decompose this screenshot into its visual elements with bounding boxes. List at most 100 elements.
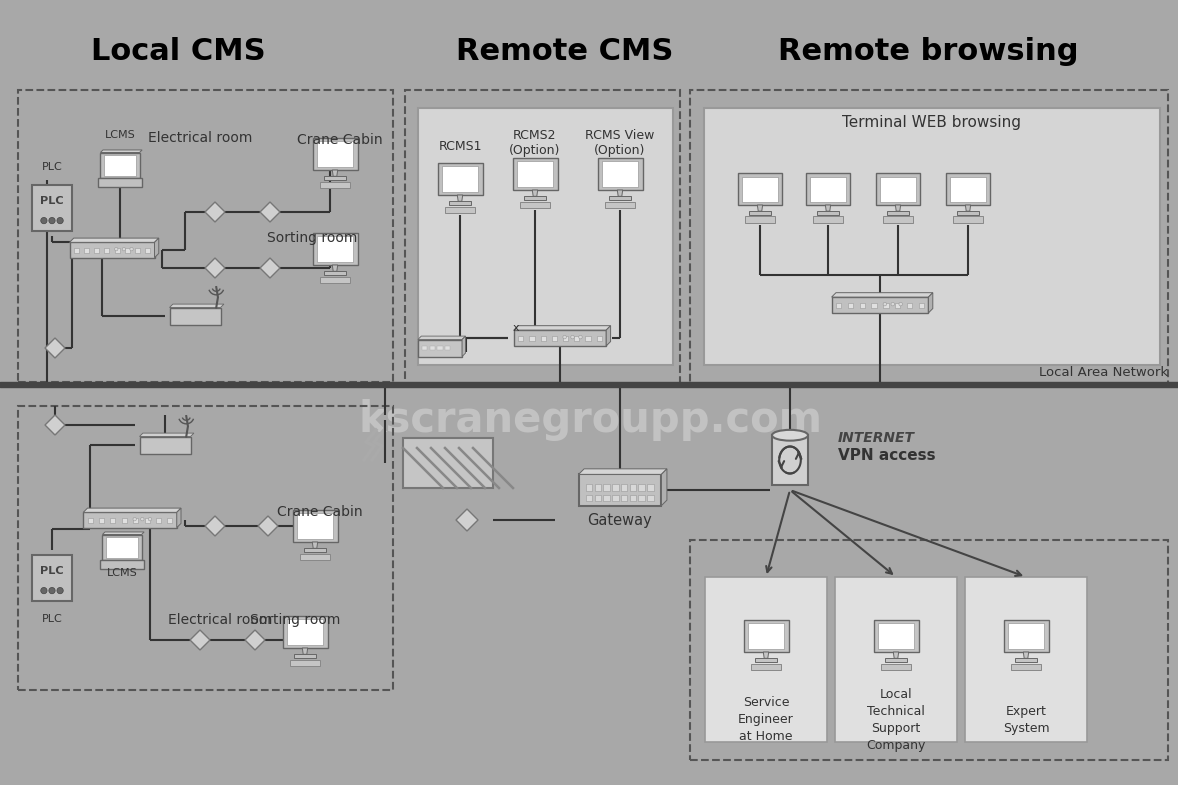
- Bar: [881, 663, 912, 670]
- Bar: [449, 201, 471, 205]
- Circle shape: [140, 517, 144, 521]
- Bar: [317, 236, 353, 262]
- Circle shape: [571, 335, 575, 339]
- Bar: [613, 495, 618, 501]
- Bar: [106, 537, 138, 557]
- Bar: [297, 513, 333, 539]
- Text: Electrical room: Electrical room: [167, 613, 272, 627]
- Text: Crane Cabin: Crane Cabin: [297, 133, 383, 147]
- Bar: [743, 619, 788, 652]
- Bar: [283, 615, 327, 648]
- Bar: [111, 518, 115, 523]
- Polygon shape: [456, 509, 478, 531]
- Bar: [418, 108, 673, 365]
- Bar: [597, 158, 642, 190]
- Bar: [145, 518, 150, 523]
- Bar: [74, 248, 79, 253]
- Bar: [418, 339, 462, 356]
- Polygon shape: [965, 205, 971, 211]
- Bar: [602, 161, 638, 187]
- Polygon shape: [170, 304, 224, 308]
- Polygon shape: [757, 205, 762, 211]
- Bar: [87, 518, 93, 523]
- Polygon shape: [578, 469, 667, 474]
- Text: RCMS2
(Option): RCMS2 (Option): [509, 129, 561, 157]
- Bar: [114, 248, 120, 253]
- Bar: [1008, 623, 1044, 649]
- Polygon shape: [312, 542, 318, 548]
- Bar: [621, 484, 628, 491]
- Polygon shape: [514, 326, 610, 330]
- Text: Remote CMS: Remote CMS: [456, 38, 674, 67]
- Circle shape: [48, 217, 55, 224]
- Bar: [609, 196, 630, 200]
- Bar: [405, 90, 680, 385]
- Polygon shape: [462, 336, 465, 356]
- Bar: [512, 158, 557, 190]
- Bar: [304, 548, 326, 552]
- Bar: [585, 484, 593, 491]
- Polygon shape: [258, 516, 278, 536]
- Bar: [317, 141, 353, 167]
- Bar: [574, 336, 580, 341]
- Bar: [519, 202, 550, 208]
- Text: x: x: [512, 323, 519, 333]
- Polygon shape: [260, 258, 280, 278]
- Text: PLC: PLC: [40, 566, 64, 576]
- Bar: [874, 619, 919, 652]
- Bar: [744, 217, 775, 223]
- Polygon shape: [245, 630, 265, 650]
- Circle shape: [41, 217, 47, 224]
- Bar: [895, 303, 900, 308]
- Bar: [884, 217, 913, 223]
- Bar: [529, 336, 535, 341]
- Polygon shape: [303, 648, 307, 655]
- Bar: [18, 406, 393, 690]
- Text: INTERNET: INTERNET: [838, 431, 915, 445]
- Bar: [958, 211, 979, 214]
- Bar: [84, 513, 177, 528]
- Bar: [292, 509, 338, 542]
- Polygon shape: [102, 532, 144, 535]
- Bar: [638, 484, 644, 491]
- Polygon shape: [154, 238, 159, 257]
- Polygon shape: [45, 415, 65, 435]
- Text: Terminal WEB browsing: Terminal WEB browsing: [842, 115, 1021, 130]
- Bar: [70, 243, 154, 257]
- Bar: [551, 336, 557, 341]
- Bar: [704, 108, 1160, 365]
- Bar: [99, 178, 141, 187]
- Text: Service
Engineer
at Home: Service Engineer at Home: [739, 696, 794, 743]
- Bar: [953, 217, 982, 223]
- Polygon shape: [895, 205, 901, 211]
- Text: Sorting room: Sorting room: [250, 613, 340, 627]
- Polygon shape: [661, 469, 667, 506]
- Text: Local Area Network: Local Area Network: [1039, 366, 1169, 379]
- Bar: [563, 336, 568, 341]
- Bar: [1011, 663, 1041, 670]
- Bar: [445, 346, 450, 349]
- Bar: [100, 560, 144, 568]
- Polygon shape: [205, 202, 225, 222]
- Polygon shape: [532, 190, 537, 196]
- Bar: [437, 346, 443, 349]
- Bar: [102, 535, 141, 560]
- Bar: [647, 495, 654, 501]
- Polygon shape: [928, 293, 933, 313]
- Bar: [135, 248, 140, 253]
- Circle shape: [114, 247, 118, 251]
- Bar: [145, 248, 151, 253]
- Bar: [878, 623, 914, 649]
- Bar: [742, 177, 777, 202]
- Bar: [604, 202, 635, 208]
- Bar: [422, 346, 428, 349]
- Bar: [445, 206, 475, 213]
- Bar: [832, 297, 928, 313]
- Text: Expert
System: Expert System: [1002, 705, 1050, 735]
- Bar: [919, 303, 924, 308]
- Bar: [907, 303, 912, 308]
- Bar: [312, 232, 357, 265]
- Polygon shape: [332, 170, 338, 177]
- Circle shape: [57, 587, 64, 593]
- Bar: [517, 161, 552, 187]
